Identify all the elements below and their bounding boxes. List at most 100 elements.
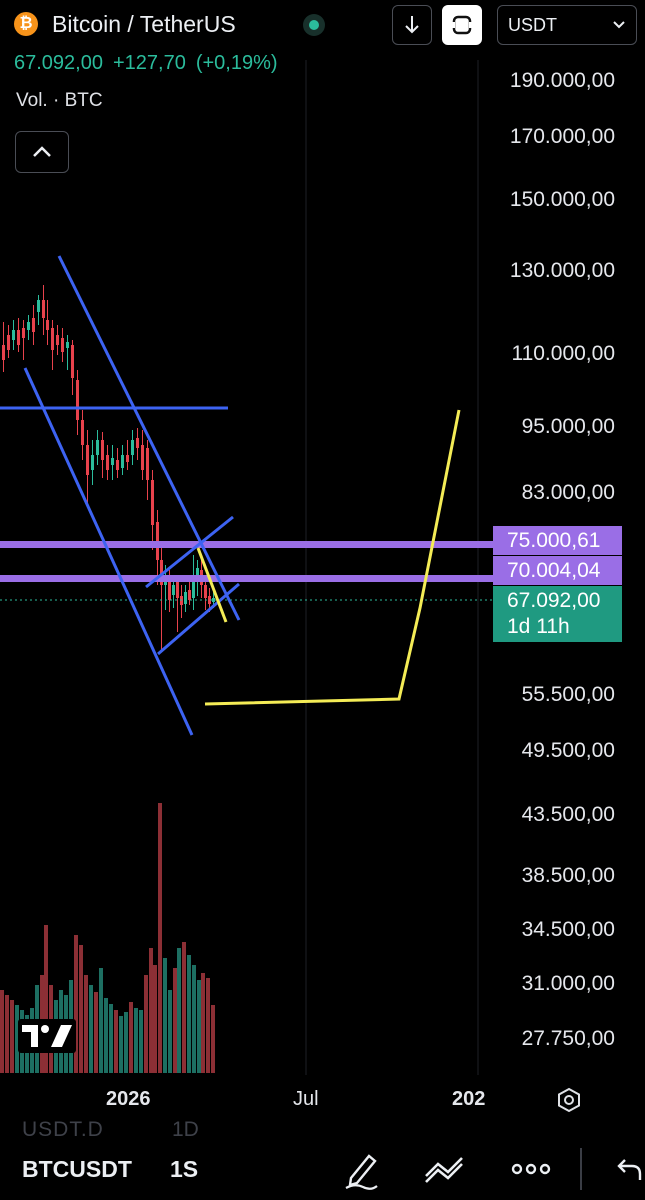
price-scale-label: 130.000,00 [509,259,615,282]
level-line-70004[interactable] [0,575,493,582]
market-open-indicator [303,14,325,36]
candle-body [160,560,163,585]
price-scale-label: 55.500,00 [521,683,615,706]
volume-bar [10,1000,14,1073]
candle-body [76,380,79,420]
volume-bar [94,992,98,1073]
candle-body [168,578,171,600]
candle-body [91,455,94,470]
volume-bar [211,1005,215,1073]
volume-bar [134,1008,138,1073]
current-price-badge: 67.092,00 1d 11h [493,586,622,642]
candlesticks [2,285,215,650]
volume-bar [74,935,78,1073]
volume-bar [182,942,186,1073]
candle-body [7,335,10,350]
wedge-lower-line[interactable] [157,582,240,656]
channel-lower-line[interactable] [23,367,194,736]
collapse-legend-button[interactable] [15,131,69,173]
settings-icon[interactable] [556,1087,582,1113]
currency-select[interactable]: USDT [497,5,637,45]
volume-bar [177,948,181,1073]
volume-bar [192,965,196,1073]
more-icon[interactable] [511,1162,551,1176]
interval-selector[interactable]: 1S [170,1156,199,1182]
candle-body [212,598,215,602]
candle-body [101,440,104,460]
price-scale-label: 43.500,00 [521,803,615,826]
chevron-up-icon [33,146,51,157]
fullscreen-button[interactable] [442,5,482,45]
candle-body [56,335,59,345]
volume-bar [173,968,177,1073]
volume-bar [163,958,167,1073]
bottom-toolbar [0,1138,645,1200]
candle-body [37,300,40,312]
tradingview-logo-icon[interactable] [18,1019,76,1053]
volume-bar [79,945,83,1073]
download-button[interactable] [392,5,432,45]
candle-body [111,458,114,465]
volume-bar [197,980,201,1073]
candle-body [81,420,84,445]
projection-short-line[interactable] [196,547,228,623]
volume-bar [104,998,108,1073]
compare-symbol-ghost: USDT.D [22,1118,104,1141]
candle-body [27,322,30,330]
volume-bar [144,975,148,1073]
candle-body [141,445,144,470]
price-scale-label: 190.000,00 [509,69,615,92]
compare-interval-ghost: 1D [172,1118,199,1141]
price-scale-label: 150.000,00 [509,188,615,211]
indicators-icon[interactable] [422,1154,470,1186]
volume-bar [109,1004,113,1073]
volume-bar [44,925,48,1073]
price-scale-label: 83.000,00 [521,481,615,504]
volume-bar [206,978,210,1073]
candle-body [131,440,134,455]
candle-body [2,345,5,360]
volume-bar [119,1016,123,1073]
candle-body [46,320,49,330]
volume-bar [84,975,88,1073]
bitcoin-logo-icon: ₿ [14,12,38,36]
level-badge-75000[interactable]: 75.000,61 [493,526,622,555]
volume-legend[interactable]: Vol. · BTC [16,90,103,111]
volume-bar [124,1012,128,1073]
volume-bar [139,1010,143,1073]
candle-body [172,585,175,595]
pencil-icon[interactable] [343,1150,379,1190]
undo-icon[interactable] [614,1158,642,1182]
candle-body [151,480,154,525]
candle-body [208,596,211,604]
symbol-title[interactable]: Bitcoin / TetherUS [52,11,236,37]
candle-body [126,455,129,462]
symbol-selector[interactable]: BTCUSDT [22,1156,132,1182]
time-axis-label: Jul [293,1088,319,1110]
level-line-75000[interactable] [0,541,493,548]
time-axis-label: 2026 [106,1088,151,1110]
candle-body [86,445,89,475]
projection-path-line[interactable] [204,409,461,706]
volume-bar [5,995,9,1073]
toolbar-divider [580,1148,582,1190]
price-change-percent: (+0,19%) [195,52,278,74]
candle-body [66,342,69,348]
price-scale-label: 38.500,00 [521,864,615,887]
channel-upper-line[interactable] [57,255,241,621]
level-badge-70004[interactable]: 70.004,04 [493,556,622,585]
volume-bar [0,990,4,1073]
candle-body [22,328,25,338]
fullscreen-icon [451,15,473,35]
volume-bar [153,965,157,1073]
candle-body [196,568,199,580]
volume-bar [168,990,172,1073]
candle-body [136,438,139,448]
current-price-value: 67.092,00 [507,589,601,612]
wedge-upper-line[interactable] [145,515,234,589]
candle-body [192,580,195,598]
price-scale-label: 95.000,00 [521,415,615,438]
volume-bar [89,985,93,1073]
candle-body [146,448,149,480]
